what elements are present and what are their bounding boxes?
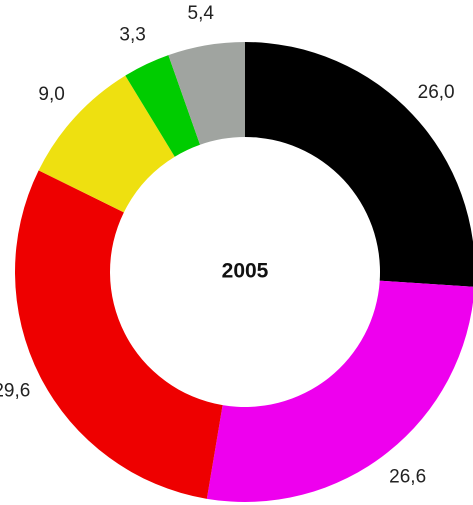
data-label: 29,6 bbox=[0, 380, 30, 401]
donut-segment bbox=[168, 42, 245, 145]
donut-segment bbox=[206, 280, 473, 502]
data-label: 26,6 bbox=[389, 466, 426, 487]
data-label: 9,0 bbox=[38, 84, 64, 105]
donut-segment bbox=[38, 75, 175, 213]
donut-segment bbox=[125, 55, 201, 157]
data-label: 3,3 bbox=[119, 24, 145, 45]
donut-segment bbox=[245, 42, 473, 287]
donut-segment bbox=[14, 170, 223, 499]
chart-title: 2005 bbox=[222, 260, 269, 283]
data-label: 26,0 bbox=[418, 82, 455, 103]
data-label: 5,4 bbox=[188, 3, 215, 24]
